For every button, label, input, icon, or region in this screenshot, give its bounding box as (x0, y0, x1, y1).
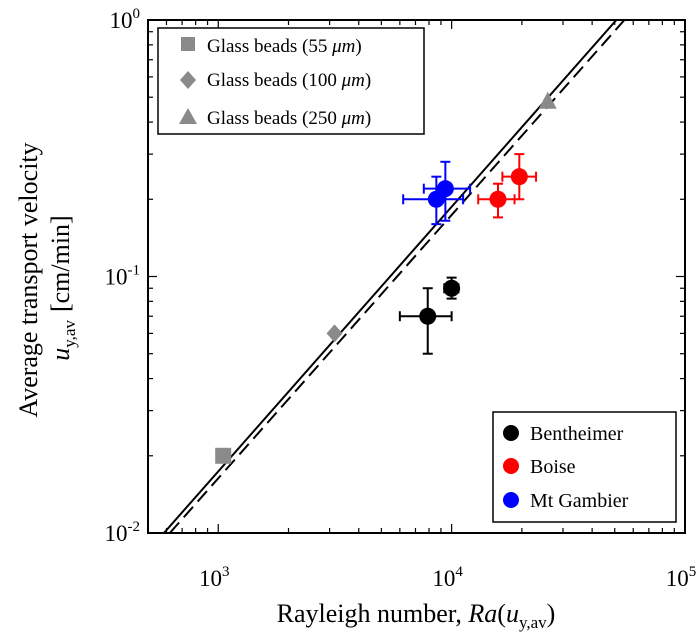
y-tick-label: 100 (110, 6, 141, 33)
data-points (215, 91, 557, 464)
legend-boise: Boise (530, 456, 576, 478)
legend-boise-marker (503, 458, 519, 474)
legend-rocks-box (492, 411, 677, 523)
glass-bead-point-100 (326, 324, 343, 343)
legend-glass-beads-55: Glass beads (55 μm) (207, 36, 362, 57)
legend-glass-beads-100: Glass beads (100 μm) (207, 70, 371, 91)
mt-gambier-point (436, 180, 454, 198)
glass-bead-point-250 (538, 91, 557, 109)
bentheimer-point (419, 307, 437, 325)
legend-mt-gambier: Mt Gambier (530, 490, 629, 512)
legend-square-marker (181, 37, 195, 51)
x-tick-label: 103 (199, 564, 230, 591)
legend-glass-beads-250: Glass beads (250 μm) (207, 108, 371, 129)
legend-diamond-marker (180, 71, 196, 89)
legend-bentheimer: Bentheimer (530, 423, 624, 445)
boise-point (510, 168, 528, 186)
glass-bead-point-55 (215, 447, 232, 464)
y-tick-label: 10-1 (105, 263, 141, 290)
y-axis-title: Average transport velocity uy,av[cm/min] (14, 142, 79, 417)
x-tick-label: 105 (666, 564, 696, 591)
bentheimer-point (443, 279, 461, 297)
legend-glass-beads-box (157, 27, 425, 135)
legend-rocks: Bentheimer Boise Mt Gambier (492, 411, 677, 523)
x-axis-title: Rayleigh number, Ra(uy,av) (277, 599, 556, 632)
y-axis-title-line2: uy,av[cm/min] (46, 215, 79, 360)
x-tick-label: 104 (432, 564, 463, 591)
y-axis-title-line1: Average transport velocity (14, 142, 43, 417)
boise-point (489, 190, 507, 208)
legend-triangle-marker (179, 108, 197, 124)
legend-glass-beads: Glass beads (55 μm) Glass beads (100 μm)… (157, 27, 425, 135)
y-tick-label: 10-2 (105, 519, 141, 546)
legend-bentheimer-marker (503, 425, 519, 441)
tick-labels: 103 104 105 10-2 10-1 100 (105, 6, 696, 591)
axis-ticks (147, 19, 686, 534)
legend-mt-gambier-marker (503, 492, 519, 508)
